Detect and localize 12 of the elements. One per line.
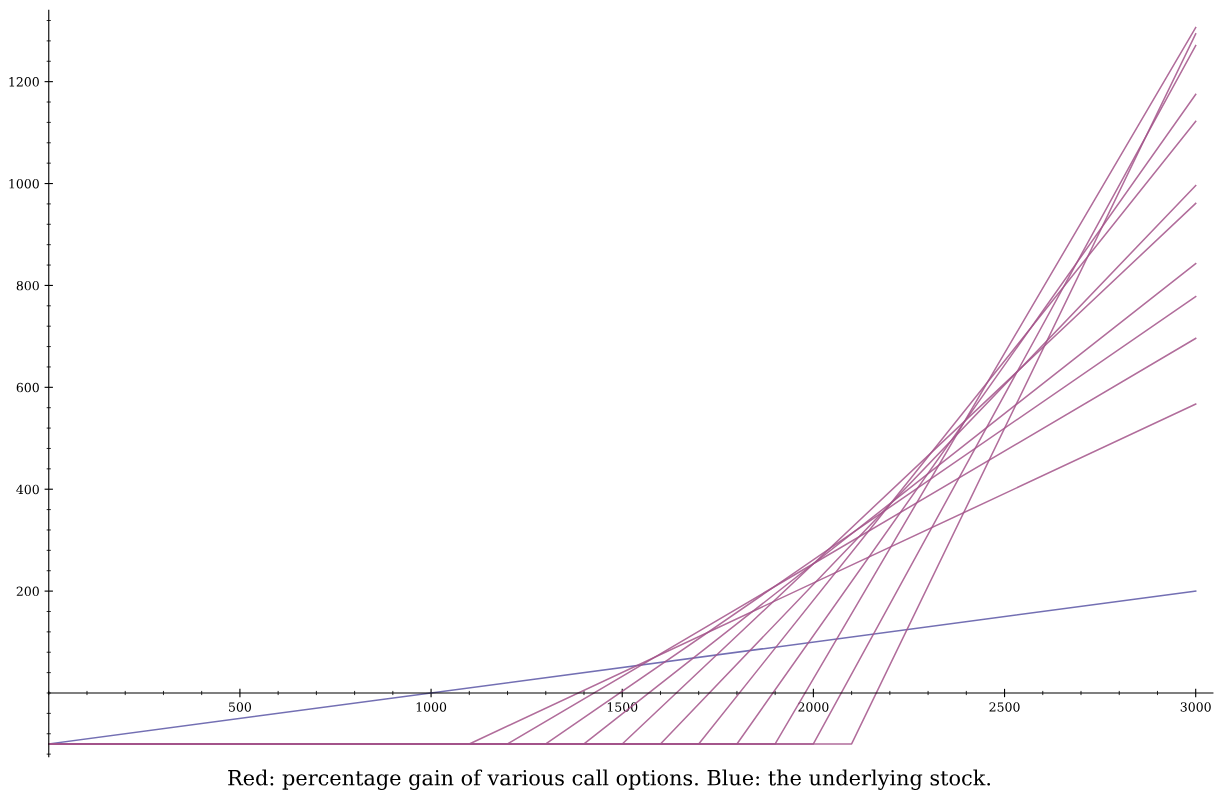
x-tick-label: 1000	[416, 702, 447, 712]
y-tick-label: 800	[16, 280, 39, 291]
y-tick-label: 200	[16, 586, 39, 597]
y-tick-label: 400	[16, 484, 39, 495]
x-tick-label: 3000	[1180, 702, 1211, 712]
y-tick-label: 1000	[9, 179, 39, 189]
x-tick-label: 2000	[798, 702, 829, 712]
x-tick-label: 2500	[989, 702, 1020, 712]
text: Red: percentage gain of various call options. Blue: the underlying stock.	[228, 769, 991, 790]
x-tick-label: 500	[229, 702, 252, 712]
y-tick-label: 600	[16, 382, 39, 393]
y-tick-label: 1200	[9, 77, 39, 87]
